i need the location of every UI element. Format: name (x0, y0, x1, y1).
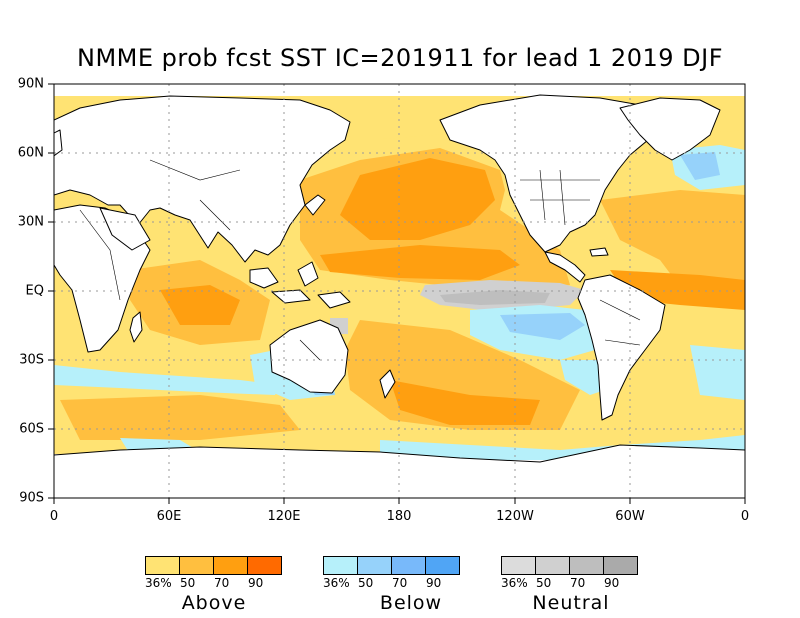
below-swatch-4 (425, 556, 460, 575)
neutral-tick-2: 50 (536, 576, 552, 590)
below-swatch-2 (357, 556, 392, 575)
legend-above: 36% 50 70 90 (145, 556, 282, 590)
lon-label-60e: 60E (156, 509, 182, 524)
neutral-swatch-3 (569, 556, 604, 575)
neutral-tick-3: 70 (570, 576, 586, 590)
legend-below-label: Below (379, 592, 443, 614)
below-tick-4: 90 (426, 576, 442, 590)
above-swatch-1 (145, 556, 180, 575)
below-swatch-1 (323, 556, 358, 575)
lat-label-90s: 90S (19, 490, 44, 506)
lon-label-180: 180 (386, 509, 412, 524)
above-tick-1: 36% (145, 576, 172, 590)
lat-label-30s: 30S (19, 352, 44, 368)
lat-label-eq: EQ (25, 283, 44, 299)
land (54, 94, 745, 498)
gridlines (54, 84, 745, 498)
neutral-swatch-1 (501, 556, 536, 575)
below-swatch-3 (391, 556, 426, 575)
lat-label-30n: 30N (17, 214, 44, 230)
legend-below: 36% 50 70 90 (323, 556, 460, 590)
above-tick-2: 50 (180, 576, 196, 590)
above-swatch-2 (179, 556, 214, 575)
map-title: NMME prob fcst SST IC=201911 for lead 1 … (76, 44, 724, 72)
lon-label-60w: 60W (615, 509, 645, 524)
neutral-tick-4: 90 (604, 576, 620, 590)
below-tick-3: 70 (392, 576, 408, 590)
lon-label-120w: 120W (496, 509, 534, 524)
above-tick-4: 90 (248, 576, 264, 590)
axis-ticks (48, 83, 746, 504)
below-tick-1: 36% (323, 576, 350, 590)
country-borders (79, 159, 641, 361)
neutral-swatch-2 (535, 556, 570, 575)
above-swatch-4 (247, 556, 282, 575)
lat-label-60n: 60N (17, 145, 44, 161)
lat-label-90n: 90N (17, 76, 44, 92)
legend-neutral: 36% 50 70 90 (501, 556, 638, 590)
above-swatch-3 (213, 556, 248, 575)
legend-above-label: Above (181, 592, 247, 614)
legend-neutral-label: Neutral (532, 592, 610, 614)
neutral-swatch-4 (603, 556, 638, 575)
lon-label-120e: 120E (267, 509, 301, 524)
below-tick-2: 50 (358, 576, 374, 590)
above-tick-3: 70 (214, 576, 230, 590)
lat-label-60s: 60S (19, 421, 44, 437)
neutral-tick-1: 36% (501, 576, 528, 590)
lon-label-0: 0 (49, 509, 59, 524)
lon-label-0-east: 0 (740, 509, 750, 524)
